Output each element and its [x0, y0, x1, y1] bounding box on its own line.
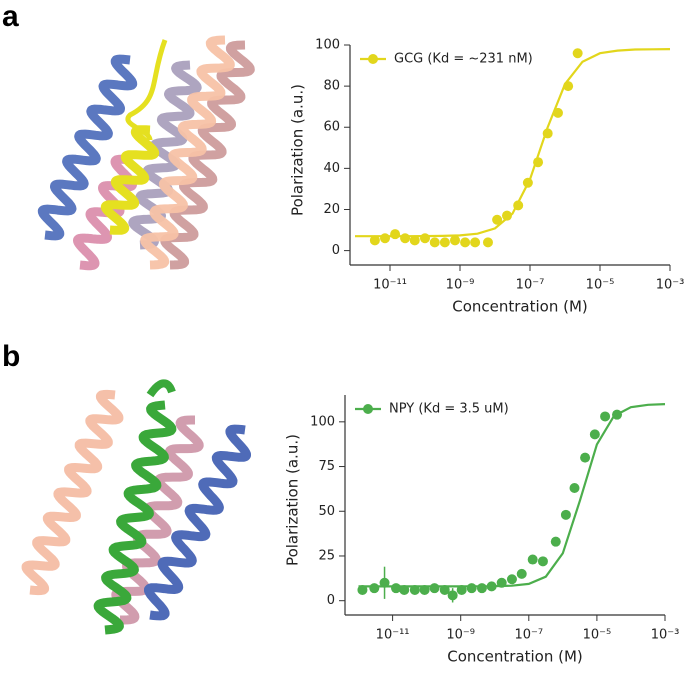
- data-point: [390, 229, 401, 240]
- data-point: [492, 214, 503, 225]
- data-point: [552, 107, 563, 118]
- data-point: [399, 584, 410, 595]
- data-point: [466, 583, 477, 594]
- x-tick-label: 10⁻⁹: [446, 628, 475, 643]
- protein-structures: [21, 35, 255, 635]
- data-point: [580, 452, 591, 463]
- y-tick-label: 20: [323, 202, 340, 217]
- data-point: [400, 233, 411, 244]
- legend-marker: [363, 404, 373, 414]
- data-point: [439, 237, 450, 248]
- helix: [93, 400, 177, 635]
- data-point: [612, 409, 623, 420]
- data-point: [476, 583, 487, 594]
- y-tick-label: 0: [327, 593, 335, 608]
- data-point: [470, 237, 481, 248]
- data-point: [560, 509, 571, 520]
- data-point: [550, 536, 561, 547]
- helix: [160, 40, 255, 270]
- data-point: [380, 233, 391, 244]
- data-point: [600, 411, 611, 422]
- x-tick-label: 10⁻¹¹: [373, 278, 407, 293]
- data-point: [506, 574, 517, 585]
- helix-tail: [125, 39, 168, 141]
- data-point: [572, 48, 583, 59]
- data-point: [542, 128, 553, 139]
- data-point: [369, 235, 380, 246]
- data-point: [569, 483, 580, 494]
- helix: [21, 389, 124, 596]
- x-axis-title: Concentration (M): [447, 648, 583, 666]
- x-tick-label: 10⁻¹¹: [376, 628, 410, 643]
- data-point: [369, 583, 380, 594]
- data-point: [537, 556, 548, 567]
- y-tick-label: 25: [318, 548, 335, 563]
- x-axis-title: Concentration (M): [452, 298, 588, 316]
- x-tick-label: 10⁻⁵: [583, 628, 612, 643]
- data-point: [456, 584, 467, 595]
- x-tick-label: 10⁻⁷: [516, 278, 545, 293]
- helix: [100, 125, 160, 235]
- y-tick-label: 50: [318, 504, 335, 519]
- x-tick-label: 10⁻³: [651, 628, 680, 643]
- fit-line: [358, 403, 666, 588]
- data-point: [563, 81, 574, 92]
- data-point: [533, 157, 544, 168]
- data-point: [419, 233, 430, 244]
- data-point: [482, 237, 493, 248]
- y-tick-label: 100: [310, 414, 335, 429]
- y-tick-label: 60: [323, 120, 340, 135]
- helix: [37, 54, 138, 241]
- y-tick-label: 100: [315, 38, 340, 53]
- legend-label: GCG (Kd = ~231 nM): [394, 52, 533, 67]
- x-tick-label: 10⁻⁵: [586, 278, 615, 293]
- panel-label: b: [2, 340, 20, 373]
- data-point: [496, 577, 507, 588]
- data-point: [450, 235, 461, 246]
- data-point: [589, 429, 600, 440]
- helix-tail: [146, 379, 176, 398]
- y-axis-title: Polarization (a.u.): [284, 434, 302, 566]
- data-point: [447, 590, 458, 601]
- data-point: [419, 584, 430, 595]
- data-point: [429, 237, 440, 248]
- legend-marker: [368, 54, 378, 64]
- helix: [140, 35, 235, 270]
- data-point: [460, 237, 471, 248]
- data-point: [357, 584, 368, 595]
- data-point: [516, 568, 527, 579]
- data-point: [379, 577, 390, 588]
- data-point: [409, 235, 420, 246]
- data-point: [439, 584, 450, 595]
- panel-label: a: [2, 0, 19, 33]
- data-point: [522, 177, 533, 188]
- x-tick-label: 10⁻⁷: [514, 628, 543, 643]
- y-tick-label: 75: [318, 459, 335, 474]
- data-point: [409, 584, 420, 595]
- data-point: [391, 583, 402, 594]
- data-point: [501, 210, 512, 221]
- y-tick-label: 40: [323, 161, 340, 176]
- y-axis-title: Polarization (a.u.): [289, 84, 307, 216]
- data-point: [527, 554, 538, 565]
- x-tick-label: 10⁻⁹: [446, 278, 475, 293]
- data-point: [486, 581, 497, 592]
- data-point: [513, 200, 524, 211]
- helix: [111, 415, 204, 625]
- helix: [144, 424, 251, 621]
- y-tick-label: 0: [332, 243, 340, 258]
- fit-line: [355, 48, 671, 238]
- data-point: [429, 583, 440, 594]
- y-tick-label: 80: [323, 79, 340, 94]
- x-tick-label: 10⁻³: [656, 278, 685, 293]
- legend-label: NPY (Kd = 3.5 uM): [389, 402, 509, 417]
